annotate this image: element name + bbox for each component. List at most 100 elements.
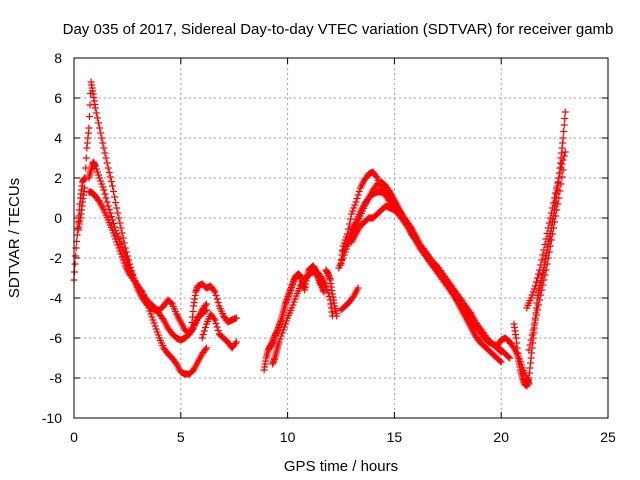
data-point [497,358,505,366]
data-point [113,238,121,246]
data-point [123,258,131,266]
data-point [559,156,567,164]
data-point [539,251,547,259]
data-point [289,301,297,309]
data-point [291,295,299,303]
data-point [91,162,99,170]
data-point [149,316,157,324]
data-point [108,182,116,190]
data-point [71,260,79,268]
data-point [147,310,155,318]
data-point [290,298,298,306]
x-tick-label: 10 [280,429,296,445]
data-point [528,291,536,299]
data-point [150,319,158,327]
data-point [528,331,536,339]
data-point [535,270,543,278]
data-point [214,327,222,334]
data-point [202,344,210,352]
data-point [102,154,110,162]
data-point [537,291,545,299]
y-tick-label: 4 [54,130,62,146]
data-point [561,108,569,116]
data-point [333,312,341,320]
data-point [105,169,113,176]
data-point [104,202,112,210]
data-point [116,219,124,227]
data-point [115,214,123,222]
data-point [560,152,568,160]
data-point [85,124,93,132]
data-point [344,235,352,243]
series-7 [260,262,328,374]
data-point [211,288,219,296]
data-point [117,240,125,248]
data-point [349,207,357,215]
y-tick-label: 6 [54,90,62,106]
data-point [119,256,127,264]
data-point [117,250,125,258]
data-point [120,249,128,257]
data-point [106,173,114,181]
data-point [92,109,100,117]
data-point [120,239,128,247]
data-point [121,252,129,260]
data-point [350,204,358,212]
data-point [555,194,563,202]
data-point [505,353,513,361]
data-point [545,219,553,227]
data-point [99,183,107,191]
data-point [535,301,543,309]
data-point [539,281,547,289]
data-point [538,286,546,294]
data-point [144,301,152,309]
data-point [92,165,100,173]
data-point [198,334,206,342]
data-point [115,244,123,252]
data-point [531,316,539,324]
data-point [137,287,145,294]
data-point [532,278,540,286]
data-point [232,338,240,346]
data-point [199,331,207,338]
data-point [281,320,289,328]
data-point [553,184,561,192]
data-point [537,261,545,269]
data-point [102,194,110,202]
grid-lines [74,58,608,418]
data-point [530,285,538,293]
y-tick-label: 8 [54,50,62,66]
data-point [122,255,130,263]
data-point [288,304,296,312]
data-point [91,104,99,112]
data-point [103,198,111,206]
data-point [558,160,566,168]
data-point [71,268,79,276]
data-point [553,206,561,214]
data-point [117,224,125,232]
series-4 [85,188,210,378]
data-point [72,252,80,260]
data-point [276,335,284,343]
data-point [555,174,563,182]
data-point [550,199,558,207]
data-point [496,347,504,355]
data-point [85,113,93,120]
data-point [201,307,209,315]
data-point [118,253,126,261]
data-point [561,115,569,122]
data-point [351,201,359,209]
series-13 [348,202,505,366]
data-point [526,341,534,349]
data-point [212,320,220,327]
data-point [110,229,118,237]
data-point [552,189,560,197]
data-point [548,204,556,212]
y-tick-label: -10 [42,410,62,426]
data-point [98,180,106,188]
data-point [546,214,554,222]
data-point [556,169,564,177]
series-14 [337,284,362,314]
data-point [556,187,564,195]
data-point [534,274,542,282]
